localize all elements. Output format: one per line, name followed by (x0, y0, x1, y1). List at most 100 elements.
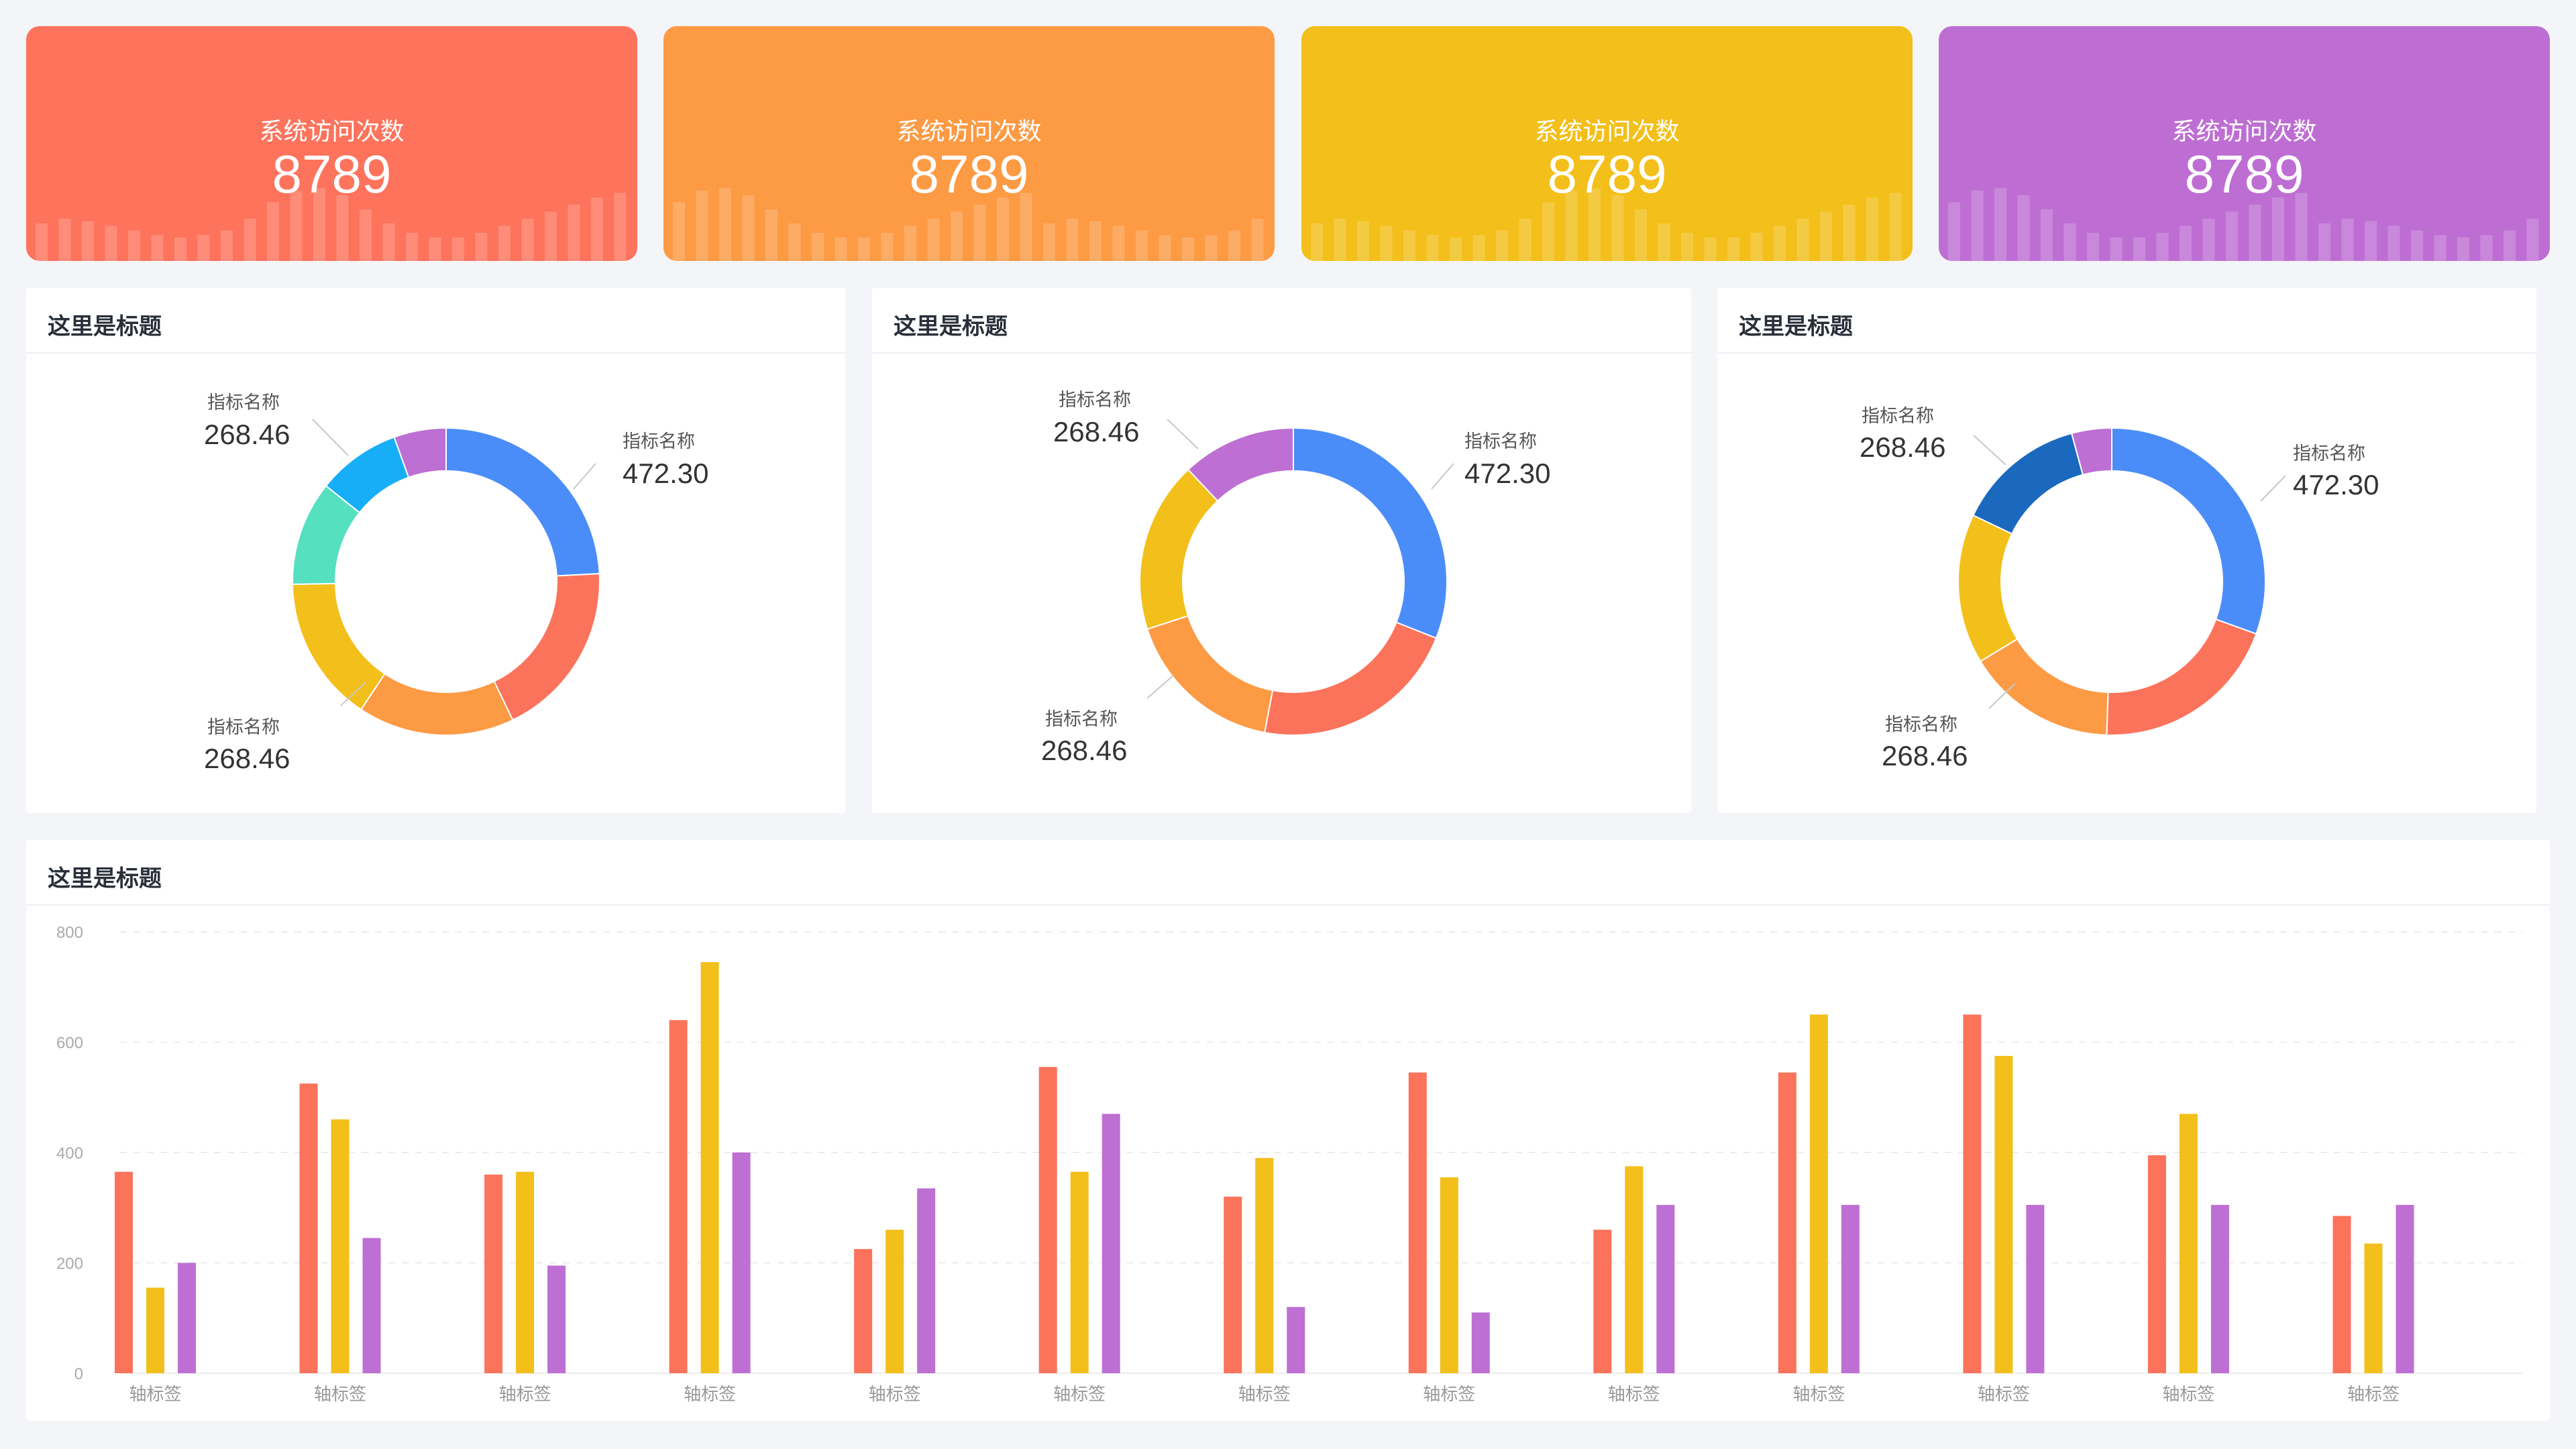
decor-bar (2318, 223, 2330, 261)
stat-card-2: 系统访问次数 8789 (663, 26, 1275, 261)
x-tick-label: 轴标签 (1053, 1385, 1106, 1405)
decor-bar (521, 219, 534, 261)
donut-slice (1293, 427, 1448, 639)
donut-label-name: 指标名称 (207, 392, 280, 413)
decor-bar (1089, 221, 1102, 261)
stat-value: 8789 (272, 144, 392, 204)
donut-slice (493, 573, 600, 721)
panel-header: 这里是标题 (26, 840, 2550, 906)
decor-bar (2226, 211, 2238, 261)
panel-header: 这里是标题 (872, 288, 1691, 354)
bar (1656, 1205, 1675, 1373)
donut-label-name: 指标名称 (1045, 709, 1118, 730)
decor-bar (1066, 219, 1079, 261)
decor-bar (1311, 223, 1323, 261)
decor-bar (1136, 230, 1148, 261)
card-decor-bars (1311, 188, 1902, 261)
bar (732, 1152, 751, 1373)
decor-bar (2133, 237, 2145, 261)
decor-bar (1426, 235, 1439, 261)
decor-bar (382, 223, 395, 261)
donut-chart: 指标名称 268.46 指标名称 472.30 指标名称 268.46 (1860, 406, 2379, 771)
bar (547, 1265, 566, 1373)
x-tick-label: 轴标签 (684, 1385, 736, 1405)
decor-bar (765, 209, 777, 261)
decor-bar (1774, 225, 1786, 261)
y-tick-label: 200 (56, 1255, 83, 1273)
stat-label: 系统访问次数 (1534, 118, 1680, 146)
donut-label-value: 472.30 (1464, 458, 1550, 489)
bar (2332, 1216, 2351, 1373)
card-decor-bars (1948, 188, 2539, 261)
donut-label-name: 指标名称 (1059, 390, 1131, 411)
decor-bar (2411, 230, 2423, 261)
bar (146, 1287, 164, 1373)
x-tick-label: 轴标签 (1238, 1385, 1291, 1405)
bar (299, 1083, 318, 1373)
decor-bar (1357, 221, 1369, 261)
y-tick-label: 600 (56, 1034, 83, 1053)
panel-title: 这里是标题 (894, 313, 1008, 340)
bar (700, 962, 719, 1373)
decor-bar (2341, 219, 2354, 261)
y-tick-label: 0 (74, 1365, 83, 1383)
bar (2026, 1205, 2045, 1373)
bar (1070, 1171, 1089, 1373)
x-tick-label: 轴标签 (2347, 1385, 2400, 1405)
donut-slice (2106, 618, 2257, 736)
stat-label: 系统访问次数 (259, 118, 405, 146)
donut-slice (445, 427, 600, 577)
decor-bar (360, 209, 372, 261)
decor-bar (568, 205, 580, 261)
decor-bar (812, 233, 824, 261)
bar (178, 1263, 196, 1373)
decor-bar (36, 223, 48, 261)
decor-bar (58, 219, 71, 261)
bar (1625, 1166, 1644, 1373)
decor-bar (2365, 221, 2377, 261)
decor-bar (2249, 205, 2261, 261)
decor-bar (1450, 237, 1462, 261)
decor-bar (1565, 191, 1578, 261)
bar (2179, 1114, 2198, 1373)
decor-bar (221, 230, 233, 261)
bar (1593, 1230, 1612, 1373)
decor-bar (1380, 225, 1393, 261)
panel-title: 这里是标题 (48, 313, 162, 340)
stat-value: 8789 (2184, 144, 2304, 204)
decor-bar (614, 193, 627, 261)
bar (1963, 1014, 1982, 1373)
decor-bar (1611, 195, 1624, 261)
bar (2147, 1155, 2166, 1373)
decor-bar (1251, 219, 1264, 261)
decor-bar (1159, 235, 1171, 261)
card-decor-bars (36, 188, 627, 261)
donut-label-value: 268.46 (1053, 416, 1139, 447)
donut-slice (292, 582, 386, 711)
donut-chart: 指标名称 268.46 指标名称 472.30 指标名称 268.46 (1041, 390, 1550, 766)
decor-bar (719, 188, 731, 261)
donut-slice (1979, 638, 2109, 736)
bar (669, 1020, 688, 1373)
panel-header: 这里是标题 (1717, 288, 2536, 354)
bar (1994, 1056, 2013, 1373)
decor-bar (1658, 223, 1670, 261)
donut-label-name: 指标名称 (1885, 714, 1957, 735)
decor-bar (267, 202, 279, 261)
decor-bar (1843, 205, 1856, 261)
decor-bar (197, 235, 210, 261)
donut-slice (1146, 614, 1274, 734)
donut-label-name: 指标名称 (1464, 431, 1537, 452)
donut-slice (2111, 427, 2266, 635)
x-tick-label: 轴标签 (1608, 1385, 1660, 1405)
decor-bar (545, 211, 557, 261)
bar (1440, 1177, 1458, 1373)
x-tick-label: 轴标签 (2162, 1385, 2214, 1405)
x-tick-label: 轴标签 (499, 1385, 551, 1405)
decor-bar (2295, 193, 2308, 261)
stat-card-3: 系统访问次数 8789 (1301, 26, 1913, 261)
stat-label: 系统访问次数 (896, 118, 1042, 146)
decor-bar (1205, 235, 1218, 261)
decor-bar (128, 230, 140, 261)
decor-bar (290, 191, 303, 261)
